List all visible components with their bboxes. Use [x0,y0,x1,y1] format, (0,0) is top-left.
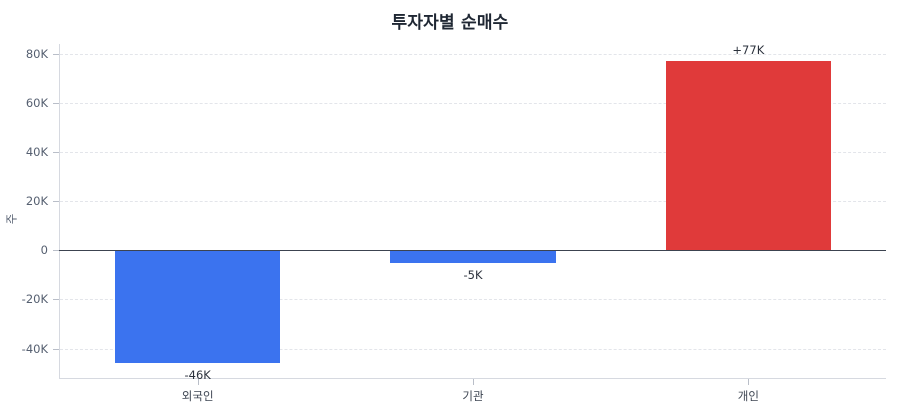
y-tick-label: 40K [25,145,48,160]
y-tick-label: 0 [40,243,48,258]
y-tick-mark [53,348,59,350]
y-tick-label: 80K [25,46,48,61]
y-tick-mark [53,299,59,301]
x-tick-mark [197,379,199,385]
chart-title: 투자자별 순매수 [391,13,509,33]
x-tick-mark [748,379,750,385]
y-tick-label: -20K [21,292,48,307]
y-tick-mark [53,250,59,252]
y-axis-spine [59,44,60,379]
gridline [60,152,886,154]
zero-reference-line [59,250,886,252]
x-tick-label-외국인: 외국인 [181,389,214,403]
bar-value-label-기관: -5K [463,267,483,282]
gridline [60,348,886,350]
y-tick-label: 60K [25,95,48,110]
gridline [60,201,886,203]
plot-area: -46K -5K +77K [59,43,886,382]
y-tick-mark [53,102,59,104]
gridline [60,102,886,104]
bar-value-label-개인: +77K [732,43,765,58]
x-tick-mark [473,379,474,385]
bar-value-label-외국인: -46K [184,368,211,383]
y-tick-mark [53,53,59,55]
y-tick-mark [53,201,59,203]
y-axis-label: 주 [4,213,19,225]
bar-기관[interactable] [390,250,556,263]
gridline [60,299,886,301]
x-axis-spine [59,378,886,379]
x-tick-label-기관: 기관 [462,389,484,403]
x-tick-label-개인: 개인 [737,389,759,403]
y-tick-label: 20K [25,194,48,209]
bar-외국인[interactable] [115,250,281,364]
bar-개인[interactable] [665,61,831,251]
gridline [60,53,886,55]
y-tick-mark [53,152,59,154]
y-tick-label: -40K [21,341,48,356]
